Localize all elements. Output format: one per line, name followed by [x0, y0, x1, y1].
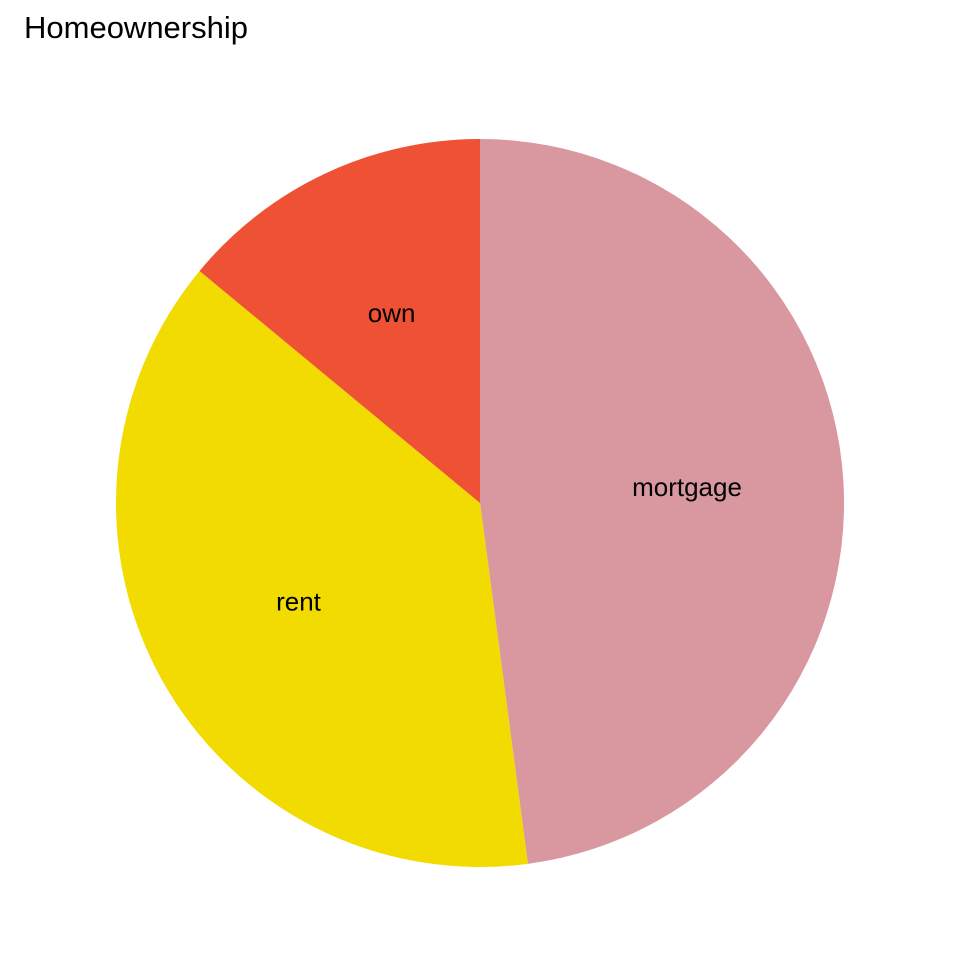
chart-title: Homeownership: [24, 10, 248, 45]
pie-slice-rent: [115, 270, 528, 868]
pie-slices: [115, 139, 845, 868]
pie-slice-mortgage: [480, 139, 845, 864]
pie-label-mortgage: mortgage: [632, 472, 742, 502]
pie-label-own: own: [368, 298, 416, 328]
pie-slice-own: [199, 139, 480, 503]
pie-labels: mortgage rent own: [276, 298, 742, 616]
pie-label-rent: rent: [276, 586, 322, 616]
